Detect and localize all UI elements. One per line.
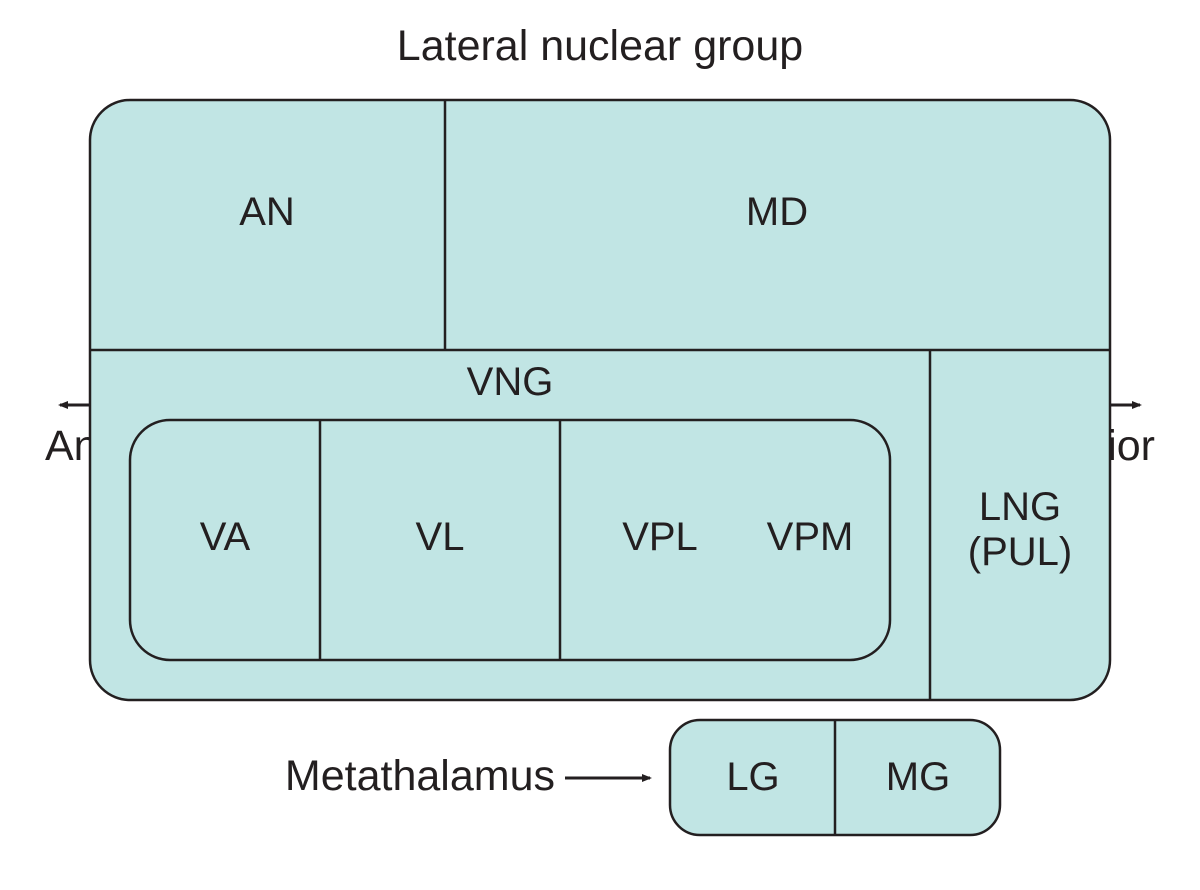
title-lateral-nuclear-group: Lateral nuclear group <box>397 22 803 70</box>
region-lg: LG <box>726 755 779 799</box>
region-md: MD <box>746 190 808 234</box>
label-metathalamus: Metathalamus <box>285 752 555 800</box>
region-vpm: VPM <box>767 515 854 559</box>
region-lng-line2: (PUL) <box>968 530 1072 574</box>
region-an: AN <box>239 190 295 234</box>
region-vl: VL <box>416 515 465 559</box>
region-va: VA <box>200 515 251 559</box>
region-vpl: VPL <box>622 515 698 559</box>
region-lng-line1: LNG <box>979 485 1061 529</box>
region-mg: MG <box>886 755 950 799</box>
region-vng: VNG <box>467 360 554 404</box>
